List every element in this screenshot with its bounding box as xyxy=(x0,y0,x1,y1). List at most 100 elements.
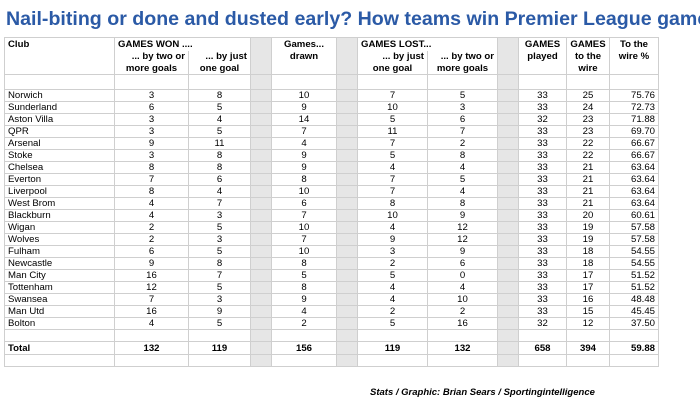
cell-lost-one: 5 xyxy=(357,149,428,162)
cell-wire: 15 xyxy=(566,305,610,318)
cell-played: 33 xyxy=(518,185,567,198)
cell-played: 33 xyxy=(518,161,567,174)
cell-won-one: 8 xyxy=(188,161,251,174)
cell-lost-one: 4 xyxy=(357,281,428,294)
cell-pct: 48.48 xyxy=(609,293,659,306)
col-header-won-two: ... by two or xyxy=(114,50,189,63)
cell-pct: 63.64 xyxy=(609,173,659,186)
cell-club: Man Utd xyxy=(4,305,115,318)
table-row: Blackburn 4 3 7 10 9 33 20 60.61 xyxy=(4,209,659,222)
cell-drawn: 10 xyxy=(271,245,337,258)
cell-won-two: 7 xyxy=(114,173,189,186)
cell-played: 33 xyxy=(518,257,567,270)
cell-drawn: 8 xyxy=(271,173,337,186)
cell-won-two: 3 xyxy=(114,149,189,162)
cell-played: 33 xyxy=(518,293,567,306)
cell-won-two: 8 xyxy=(114,161,189,174)
cell-wire: 21 xyxy=(566,173,610,186)
cell-wire: 21 xyxy=(566,197,610,210)
cell-lost-one: 119 xyxy=(357,341,428,355)
cell-pct: 71.88 xyxy=(609,113,659,126)
cell-won-one: 5 xyxy=(188,221,251,234)
table-row: Sunderland 6 5 9 10 3 33 24 72.73 xyxy=(4,101,659,114)
col-header-played-2: played xyxy=(518,50,567,63)
cell-won-two: 132 xyxy=(114,341,189,355)
table-row: Man Utd 16 9 4 2 2 33 15 45.45 xyxy=(4,305,659,318)
cell-wire: 22 xyxy=(566,137,610,150)
cell-played: 33 xyxy=(518,197,567,210)
cell-drawn: 9 xyxy=(271,161,337,174)
cell-drawn: 7 xyxy=(271,233,337,246)
total-row: Total 132 119 156 119 132 658 394 59.88 xyxy=(4,341,659,355)
cell-played: 33 xyxy=(518,125,567,138)
cell-drawn: 156 xyxy=(271,341,337,355)
col-header-won-one-2: one goal xyxy=(188,62,251,75)
cell-played: 33 xyxy=(518,149,567,162)
cell-wire: 394 xyxy=(566,341,610,355)
cell-pct: 63.64 xyxy=(609,185,659,198)
cell-won-one: 9 xyxy=(188,305,251,318)
cell-club: Bolton xyxy=(4,317,115,330)
table-row: Tottenham 12 5 8 4 4 33 17 51.52 xyxy=(4,281,659,294)
cell-pct: 69.70 xyxy=(609,125,659,138)
cell-won-two: 16 xyxy=(114,269,189,282)
cell-wire: 22 xyxy=(566,149,610,162)
table-row: Bolton 4 5 2 5 16 32 12 37.50 xyxy=(4,317,659,330)
cell-won-one: 11 xyxy=(188,137,251,150)
col-header-drawn: Games... xyxy=(271,37,337,51)
cell-drawn: 10 xyxy=(271,185,337,198)
col-header-wire-pct-2: wire % xyxy=(609,50,659,63)
cell-won-two: 16 xyxy=(114,305,189,318)
cell-won-one: 7 xyxy=(188,197,251,210)
cell-wire: 21 xyxy=(566,161,610,174)
cell-club: Fulham xyxy=(4,245,115,258)
cell-lost-one: 10 xyxy=(357,209,428,222)
cell-won-two: 6 xyxy=(114,245,189,258)
cell-drawn: 10 xyxy=(271,89,337,102)
table-row: Aston Villa 3 4 14 5 6 32 23 71.88 xyxy=(4,113,659,126)
cell-drawn: 10 xyxy=(271,221,337,234)
cell-pct: 72.73 xyxy=(609,101,659,114)
table-row: Everton 7 6 8 7 5 33 21 63.64 xyxy=(4,173,659,186)
cell-club: Wolves xyxy=(4,233,115,246)
cell-club: West Brom xyxy=(4,197,115,210)
cell-lost-two: 10 xyxy=(427,293,498,306)
col-header-lost-two: ... by two or xyxy=(427,50,498,63)
cell-won-two: 4 xyxy=(114,209,189,222)
cell-lost-one: 7 xyxy=(357,89,428,102)
cell-club: Man City xyxy=(4,269,115,282)
table-row: Liverpool 8 4 10 7 4 33 21 63.64 xyxy=(4,185,659,198)
cell-lost-one: 7 xyxy=(357,173,428,186)
col-header-won-one: ... by just xyxy=(188,50,251,63)
cell-won-one: 8 xyxy=(188,89,251,102)
cell-lost-two: 3 xyxy=(427,101,498,114)
cell-pct: 57.58 xyxy=(609,221,659,234)
cell-won-two: 3 xyxy=(114,89,189,102)
cell-lost-two: 9 xyxy=(427,245,498,258)
cell-played: 33 xyxy=(518,233,567,246)
cell-won-one: 6 xyxy=(188,173,251,186)
cell-lost-one: 9 xyxy=(357,233,428,246)
cell-played: 33 xyxy=(518,137,567,150)
cell-won-two: 2 xyxy=(114,221,189,234)
cell-wire: 19 xyxy=(566,221,610,234)
cell-lost-one: 4 xyxy=(357,221,428,234)
table-row: Wigan 2 5 10 4 12 33 19 57.58 xyxy=(4,221,659,234)
cell-club: Sunderland xyxy=(4,101,115,114)
cell-won-one: 3 xyxy=(188,233,251,246)
col-header-lost-one-2: one goal xyxy=(357,62,428,75)
credit-line: Stats / Graphic: Brian Sears / Sportingi… xyxy=(370,387,595,398)
cell-lost-one: 2 xyxy=(357,305,428,318)
cell-pct: 51.52 xyxy=(609,269,659,282)
table-row: Arsenal 9 11 4 7 2 33 22 66.67 xyxy=(4,137,659,150)
cell-played: 33 xyxy=(518,173,567,186)
cell-lost-two: 0 xyxy=(427,269,498,282)
cell-club: Swansea xyxy=(4,293,115,306)
cell-won-one: 5 xyxy=(188,245,251,258)
cell-won-two: 4 xyxy=(114,317,189,330)
cell-won-two: 8 xyxy=(114,185,189,198)
cell-won-one: 119 xyxy=(188,341,251,355)
cell-pct: 60.61 xyxy=(609,209,659,222)
col-header-lost-one: ... by just xyxy=(357,50,428,63)
cell-pct: 54.55 xyxy=(609,245,659,258)
